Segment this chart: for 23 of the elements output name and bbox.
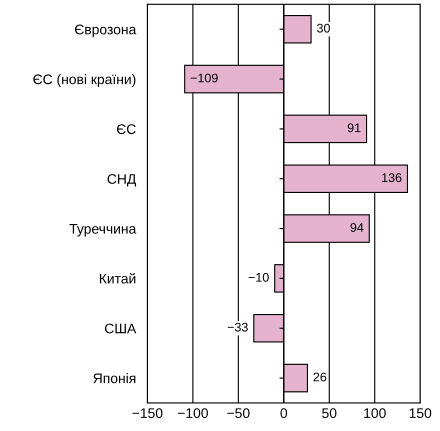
x-tick-label: 0 <box>280 408 288 418</box>
x-tick-label: 100 <box>364 408 386 418</box>
x-tick-label: −100 <box>178 408 208 418</box>
x-tick-label: 50 <box>322 408 336 418</box>
y-tick-label: Китай <box>100 273 136 284</box>
y-tick-label: Туреччина <box>70 224 136 236</box>
y-tick-label: Японія <box>93 373 136 384</box>
data-label: 94 <box>350 223 364 232</box>
y-tick-label: Єврозона <box>75 24 136 38</box>
x-tick-label: −50 <box>227 408 250 418</box>
data-label: 30 <box>317 24 330 33</box>
y-tick-label: США <box>104 324 136 334</box>
y-tick-label: ЄС (нові країни) <box>33 74 136 87</box>
data-label: −10 <box>248 272 269 282</box>
y-tick-label: ЄС <box>116 124 136 134</box>
data-label: −33 <box>228 322 248 332</box>
y-tick-label: СНД <box>108 174 136 187</box>
x-tick-label: 150 <box>410 408 432 418</box>
data-label: −109 <box>190 74 218 82</box>
x-tick-label: −150 <box>132 408 162 418</box>
data-label: 136 <box>382 173 402 182</box>
data-label: 91 <box>348 123 360 132</box>
data-label: 26 <box>314 372 326 382</box>
